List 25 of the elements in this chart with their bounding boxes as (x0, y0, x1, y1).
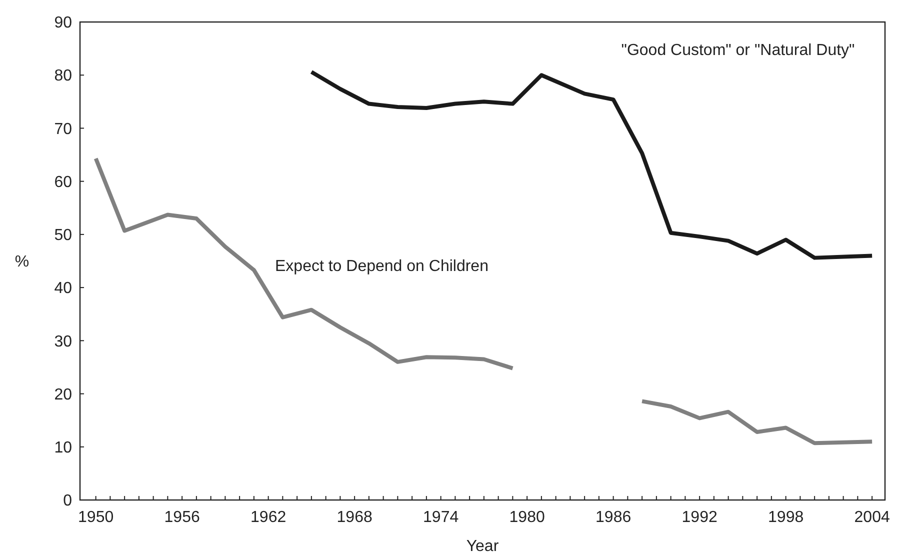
y-tick-label: 0 (63, 492, 72, 510)
y-tick-label: 40 (54, 280, 72, 298)
text: "Good Custom" or "Natural Duty" (621, 42, 855, 59)
x-tick-label: 1992 (682, 509, 718, 526)
y-tick-label: 60 (54, 174, 72, 191)
x-tick-label: 2004 (854, 509, 890, 526)
y-tick-label: 20 (54, 386, 72, 404)
x-tick-label: 1998 (768, 509, 804, 526)
y-tick-label: 50 (54, 227, 72, 244)
y-tick-label: 80 (54, 68, 72, 85)
y-tick-label: 90 (54, 14, 72, 32)
x-axis-title: Year (466, 538, 500, 555)
x-tick-label: 1980 (509, 509, 545, 526)
x-tick-label: 1974 (423, 509, 459, 526)
x-tick-label: 1956 (164, 509, 200, 526)
y-axis-title: % (14, 254, 30, 271)
x-tick-label: 1962 (250, 509, 286, 526)
x-tick-label: 1950 (78, 509, 114, 526)
y-tick-label: 10 (54, 439, 72, 456)
x-tick-label: 1986 (596, 509, 632, 526)
series-label: Expect to Depend on Children (275, 258, 488, 275)
line-series (309, 70, 874, 260)
y-tick-label: 30 (54, 333, 72, 350)
y-tick-label: 70 (54, 120, 72, 138)
x-tick-label: 1968 (336, 509, 372, 526)
